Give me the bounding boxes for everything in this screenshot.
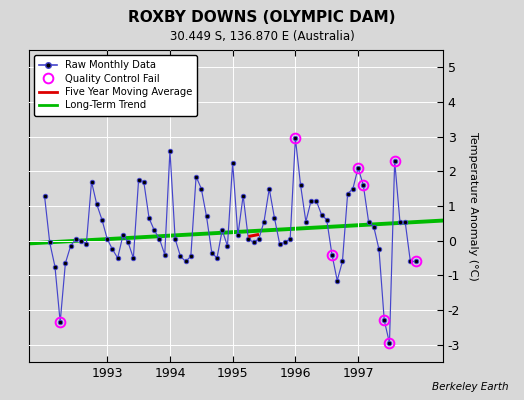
Text: 30.449 S, 136.870 E (Australia): 30.449 S, 136.870 E (Australia) [170, 30, 354, 43]
Legend: Raw Monthly Data, Quality Control Fail, Five Year Moving Average, Long-Term Tren: Raw Monthly Data, Quality Control Fail, … [34, 55, 197, 116]
Text: Berkeley Earth: Berkeley Earth [432, 382, 508, 392]
Y-axis label: Temperature Anomaly (°C): Temperature Anomaly (°C) [468, 132, 478, 280]
Text: ROXBY DOWNS (OLYMPIC DAM): ROXBY DOWNS (OLYMPIC DAM) [128, 10, 396, 25]
